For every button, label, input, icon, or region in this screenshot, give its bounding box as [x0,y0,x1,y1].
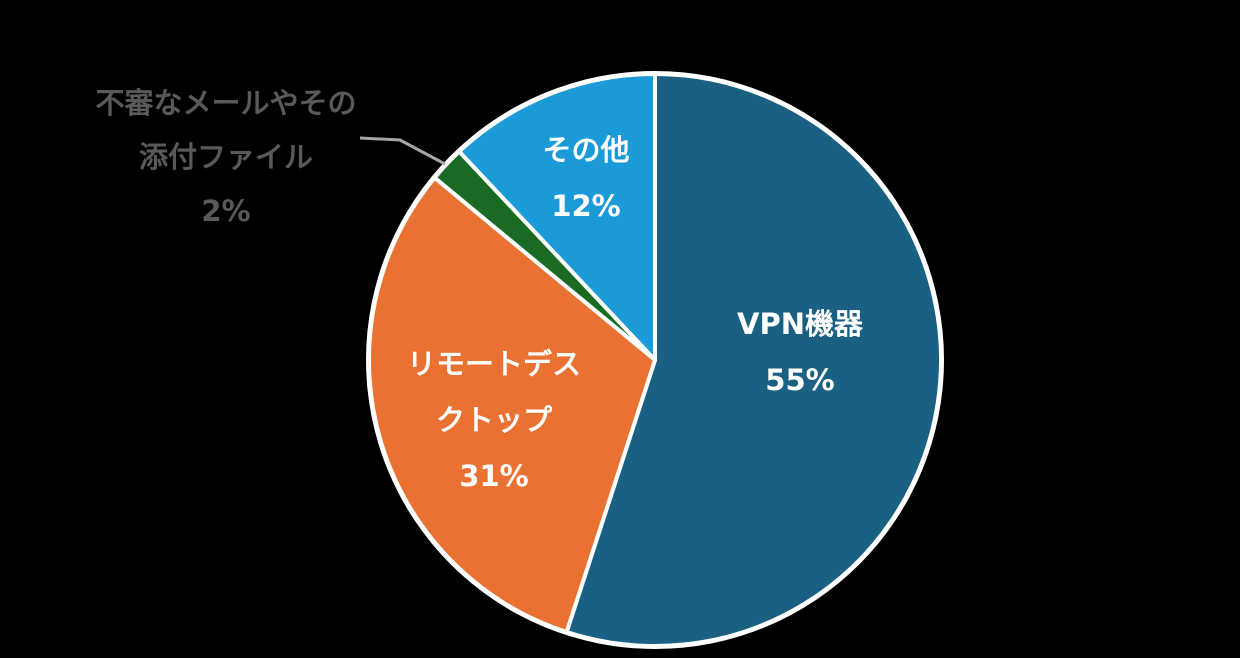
slice-vpn [564,72,943,648]
label-remote-desktop: リモートデス クトップ 31% [407,336,581,504]
label-vpn: VPN機器 55% [737,296,863,408]
label-other-name: その他 [542,133,630,167]
pie-slices [367,72,943,648]
label-vpn-pct: 55% [765,363,835,397]
label-other: その他 12% [542,122,629,234]
label-remote-desktop-name-2: クトップ [435,403,553,437]
label-remote-desktop-name-1: リモートデス [406,347,582,381]
label-suspicious-email: 不審なメールやその 添付ファイル 2% [95,76,356,238]
label-suspicious-email-pct: 2% [201,194,251,228]
leader-line [359,136,446,166]
label-suspicious-email-name-2: 添付ファイル [138,140,314,174]
slice-other [457,72,657,362]
label-remote-desktop-pct: 31% [459,459,529,493]
label-other-pct: 12% [551,189,621,223]
slice-remote-desktop [367,175,657,635]
label-suspicious-email-name-1: 不審なメールやその [95,86,357,120]
label-vpn-name: VPN機器 [737,307,863,341]
